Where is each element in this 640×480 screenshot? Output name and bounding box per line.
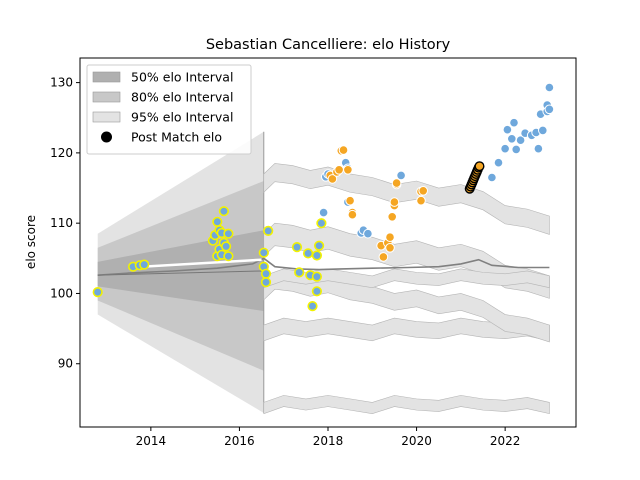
band-80-late-lower-1 [263,268,550,289]
point-blue-16 [511,144,522,155]
x-tick-label-1: 2016 [224,434,255,448]
point-orange-1 [327,174,338,184]
point-blue-21 [533,143,544,154]
point-orange-3 [334,165,344,175]
point-yellow-24 [303,248,314,259]
legend-swatch-0 [92,71,121,83]
y-tick-label-2: 110 [50,216,73,230]
point-orange-9 [347,209,358,220]
point-orange-11 [378,252,389,262]
point-yellow-19 [260,268,272,279]
y-axis: 90 100 110 120 130 [50,76,80,371]
point-yellow-30 [314,240,325,251]
x-tick-label-0: 2014 [136,434,167,448]
legend-label-0: 50% elo Interval [131,70,233,85]
legend-label-3: Post Match elo [131,130,222,145]
point-blue-27 [544,104,555,115]
x-tick-label-4: 2022 [490,434,521,448]
point-yellow-20 [260,277,272,288]
point-blue-14 [507,134,517,144]
point-dark-11 [474,161,485,172]
point-orange-14 [385,243,395,253]
point-yellow-26 [307,301,318,312]
point-yellow-31 [316,218,327,229]
early-connector [128,258,262,269]
point-orange-15 [387,212,398,222]
point-yellow-16 [223,251,234,262]
band-95-late-lower [263,395,550,415]
legend-box [86,64,252,155]
post-match-points [92,82,555,312]
y-tick-label-1: 100 [50,286,73,300]
point-yellow-15 [223,228,234,239]
point-yellow-29 [311,250,323,261]
point-blue-0 [318,207,329,218]
point-orange-6 [343,165,353,175]
point-yellow-12 [218,206,229,217]
x-tick-label-2: 2018 [313,434,344,448]
point-blue-11 [493,157,504,168]
mean-elo-line-path [97,257,550,276]
x-axis: 2014 2016 2018 2020 2022 [136,427,521,448]
legend-marker-3 [101,131,112,143]
point-blue-8 [363,228,373,239]
point-orange-21 [416,195,426,206]
x-tick-label-3: 2020 [401,434,432,448]
plot-area [92,82,555,415]
point-yellow-21 [263,225,274,236]
point-orange-17 [389,197,400,207]
y-tick-label-0: 90 [58,357,73,371]
point-orange-5 [338,145,349,155]
point-yellow-23 [294,267,305,278]
point-yellow-17 [258,247,269,258]
point-yellow-27 [311,271,323,282]
point-orange-19 [391,178,402,188]
legend-swatch-2 [92,111,121,123]
point-blue-17 [515,135,526,145]
early-lower-line [97,270,262,276]
y-axis-label: elo score [24,215,38,269]
legend-label-2: 95% elo Interval [131,110,233,125]
legend-swatch-1 [92,91,121,103]
point-yellow-3 [139,259,150,270]
band-80-late-upper-0 [263,222,550,299]
legend: 50% elo Interval 80% elo Interval 95% elo … [86,64,252,155]
point-blue-10 [487,172,497,183]
point-blue-26 [544,82,555,93]
point-yellow-22 [291,242,303,253]
chart-title: Sebastian Cancelliere: elo History [206,37,451,53]
point-blue-23 [538,125,548,136]
point-orange-13 [385,232,395,242]
point-yellow-6 [212,216,223,227]
point-orange-7 [345,195,355,206]
point-yellow-28 [311,286,323,297]
point-yellow-0 [92,287,103,298]
legend-label-1: 80% elo Interval [131,90,233,105]
point-orange-22 [418,186,429,196]
y-tick-label-4: 130 [50,76,73,90]
mean-elo-line [97,257,550,276]
point-blue-12 [500,143,510,154]
point-blue-15 [509,117,519,128]
point-yellow-14 [221,241,232,252]
y-tick-label-3: 120 [50,146,73,160]
point-blue-13 [502,124,513,135]
point-blue-9 [396,170,406,181]
